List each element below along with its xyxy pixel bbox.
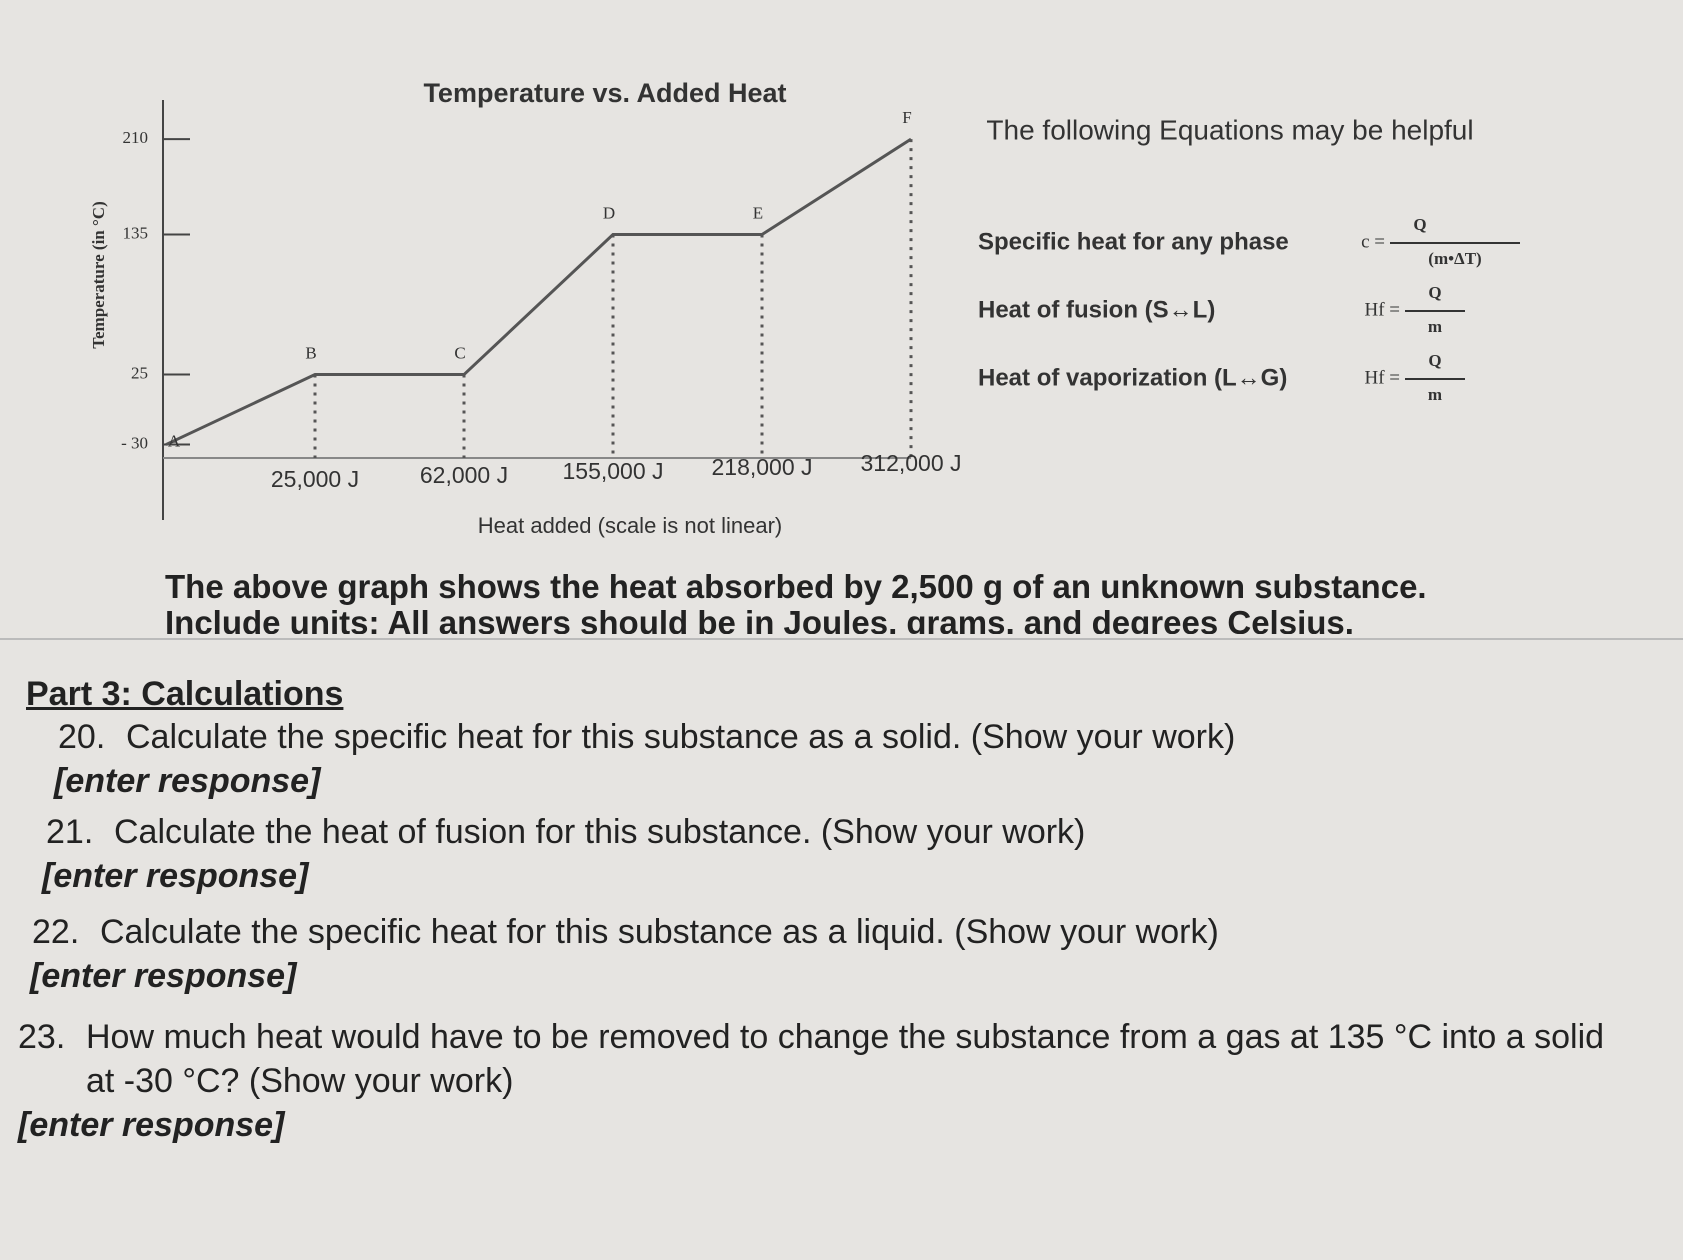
x-tick-label: 62,000 J (420, 462, 508, 488)
response-field[interactable]: [enter response] (54, 762, 321, 800)
y-tick-label: - 30 (121, 433, 148, 452)
equation-denominator: m (1428, 317, 1442, 336)
question-text: How much heat would have to be removed t… (86, 1018, 1605, 1100)
chart-title: Temperature vs. Added Heat (423, 78, 786, 108)
x-tick-label: 25,000 J (271, 466, 359, 492)
y-tick-label: 135 (123, 223, 149, 242)
equation-numerator: Q (1428, 283, 1441, 302)
y-tick-label: 210 (123, 128, 149, 147)
equation-denominator: m (1428, 385, 1442, 404)
equation-lhs: Hf = (1364, 367, 1400, 388)
x-tick-label: 312,000 J (860, 450, 961, 476)
point-label: A (168, 431, 181, 450)
question-text: Calculate the specific heat for this sub… (126, 718, 1236, 756)
intro-line: Include units: All answers should be in … (165, 604, 1354, 634)
section-title: Part 3: Calculations (26, 675, 344, 713)
intro-line: The above graph shows the heat absorbed … (165, 568, 1427, 605)
equations-heading: The following Equations may be helpful (986, 114, 1473, 145)
heating-curve (165, 137, 912, 446)
point-label: E (753, 203, 763, 222)
question-number: 21. (46, 813, 94, 851)
x-tick-label: 155,000 J (562, 458, 663, 484)
y-tick-label: 25 (131, 363, 148, 382)
response-field[interactable]: [enter response] (30, 957, 297, 995)
equation-numerator: Q (1428, 351, 1441, 370)
y-axis-title: Temperature (in °C) (89, 201, 108, 349)
point-label: C (454, 343, 465, 362)
point-label: D (603, 203, 615, 222)
equation-numerator: Q (1413, 215, 1426, 234)
response-field[interactable]: [enter response] (42, 857, 309, 895)
equation-label: Heat of vaporization (L↔G) (978, 364, 1287, 391)
equation-lhs: Hf = (1364, 299, 1400, 320)
x-axis-title: Heat added (scale is not linear) (478, 513, 783, 538)
point-label: F (902, 108, 911, 127)
response-field[interactable]: [enter response] (18, 1106, 285, 1144)
fold-line (0, 638, 1683, 640)
question-text: Calculate the heat of fusion for this su… (114, 813, 1086, 851)
equation-lhs: c = (1361, 231, 1385, 252)
question-text: Calculate the specific heat for this sub… (100, 913, 1219, 951)
question: 22. Calculate the specific heat for this … (30, 910, 1660, 998)
question-number: 20. (58, 718, 106, 756)
chart: Temperature vs. Added Heat Temperature (… (89, 78, 1520, 538)
equation-label: Heat of fusion (S↔L) (978, 296, 1215, 323)
question-number: 23. (18, 1018, 66, 1056)
x-tick-label: 218,000 J (711, 454, 812, 480)
question: 23. How much heat would have to be remove… (18, 1015, 1660, 1147)
equation-denominator: (m•ΔT) (1428, 249, 1481, 268)
point-label: B (305, 343, 316, 362)
equation-label: Specific heat for any phase (978, 228, 1289, 255)
question: 21. Calculate the heat of fusion for this… (42, 810, 1660, 898)
question: 20. Calculate the specific heat for this … (54, 715, 1660, 803)
question-number: 22. (32, 913, 80, 951)
